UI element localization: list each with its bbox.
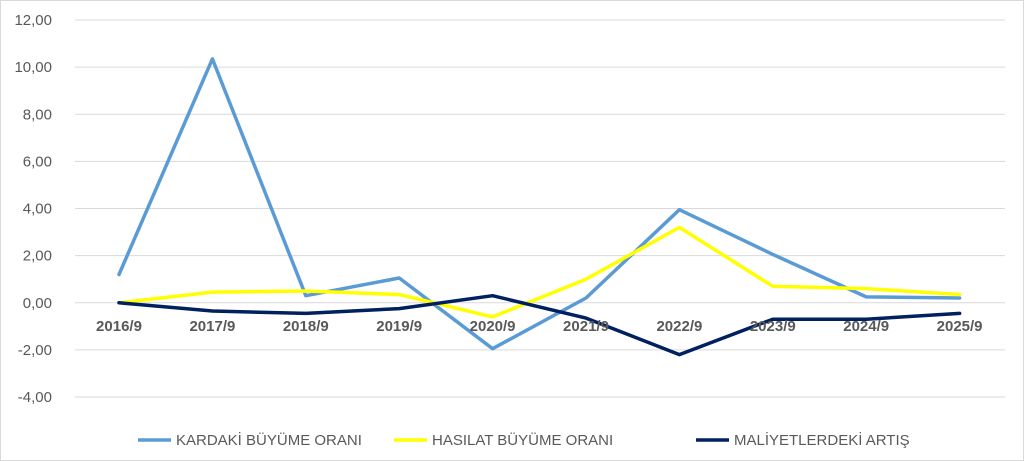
x-category-label: 2017/9 [189,318,235,335]
x-category-label: 2020/9 [470,318,516,335]
gridlines [75,19,1005,398]
y-tick-label: 4,00 [23,201,52,218]
series-line-2 [117,293,962,357]
x-axis-category-labels: 2016/9 2017/9 2018/9 2019/9 2020/9 2021/9 2022… [96,318,982,335]
legend-label: KARDAKİ BÜYÜME ORANI [176,431,362,449]
legend-label: HASILAT BÜYÜME ORANI [432,431,613,449]
x-category-label: 2016/9 [96,318,142,335]
x-category-label: 2022/9 [656,318,702,335]
y-tick-label: -2,00 [18,342,52,359]
x-category-label: 2024/9 [843,318,889,335]
x-category-label: 2023/9 [750,318,796,335]
legend: KARDAKİ BÜYÜME ORANI HASILAT BÜYÜME ORANI… [138,431,910,449]
y-tick-label: -4,00 [18,389,52,406]
y-tick-label: 8,00 [23,106,52,123]
y-tick-label: 12,00 [14,12,52,29]
x-category-label: 2021/9 [563,318,609,335]
series-line-0 [117,57,962,351]
x-category-label: 2025/9 [937,318,983,335]
series-lines [117,57,962,357]
y-tick-label: 6,00 [23,153,52,170]
x-category-label: 2018/9 [283,318,329,335]
y-tick-label: 10,00 [14,59,52,76]
x-category-label: 2019/9 [376,318,422,335]
series-line-1 [117,225,962,319]
legend-label: MALİYETLERDEKİ ARTIŞ [734,431,910,449]
y-tick-label: 0,00 [23,295,52,312]
y-axis-tick-labels: 12,00 10,00 8,00 6,00 4,00 2,00 0,00 -2,00 -4,00 [14,12,52,406]
y-tick-label: 2,00 [23,248,52,265]
